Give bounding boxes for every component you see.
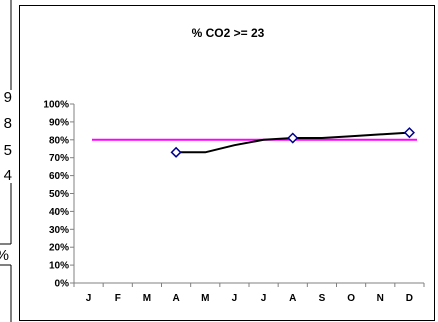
- chart-title: % CO2 >= 23: [192, 26, 265, 40]
- data-point-marker: [170, 146, 182, 158]
- axes: 100% 90% 80% 70% 60% 50% 40% 30% 20% 10% 0% J F M A M J J…: [43, 100, 425, 304]
- y-tick-label: 100%: [43, 100, 69, 111]
- x-tick-label: D: [406, 293, 413, 304]
- x-tick-label: M: [143, 293, 151, 304]
- left-fragment: %: [0, 247, 9, 264]
- x-tick-label: F: [115, 293, 121, 304]
- left-fragment: 9: [3, 89, 12, 106]
- y-tick-label: 40%: [49, 207, 69, 218]
- x-tick-label: J: [86, 293, 92, 304]
- x-tick-label: J: [261, 293, 267, 304]
- left-fragment: 5: [3, 142, 12, 159]
- x-tick-label: J: [232, 293, 238, 304]
- y-tick-label: 80%: [49, 135, 69, 146]
- left-fragment: 4: [3, 167, 12, 184]
- x-tick-label: A: [289, 293, 296, 304]
- x-tick-label: O: [347, 293, 355, 304]
- y-tick-label: 50%: [49, 189, 69, 200]
- data-point-marker: [403, 127, 415, 139]
- x-tick-label: S: [319, 293, 326, 304]
- plot-area: [92, 127, 417, 158]
- y-tick-label: 20%: [49, 243, 69, 254]
- y-tick-label: 10%: [49, 261, 69, 272]
- x-tick-label: M: [201, 293, 209, 304]
- y-tick-label: 0%: [55, 279, 70, 290]
- chart-border: [19, 5, 435, 321]
- y-tick-label: 60%: [49, 171, 69, 182]
- x-tick-label: A: [172, 293, 179, 304]
- y-tick-label: 90%: [49, 117, 69, 128]
- left-fragment: 8: [3, 115, 12, 132]
- x-tick-label: N: [377, 293, 384, 304]
- y-tick-label: 30%: [49, 225, 69, 236]
- data-point-marker: [287, 132, 299, 144]
- y-tick-label: 70%: [49, 153, 69, 164]
